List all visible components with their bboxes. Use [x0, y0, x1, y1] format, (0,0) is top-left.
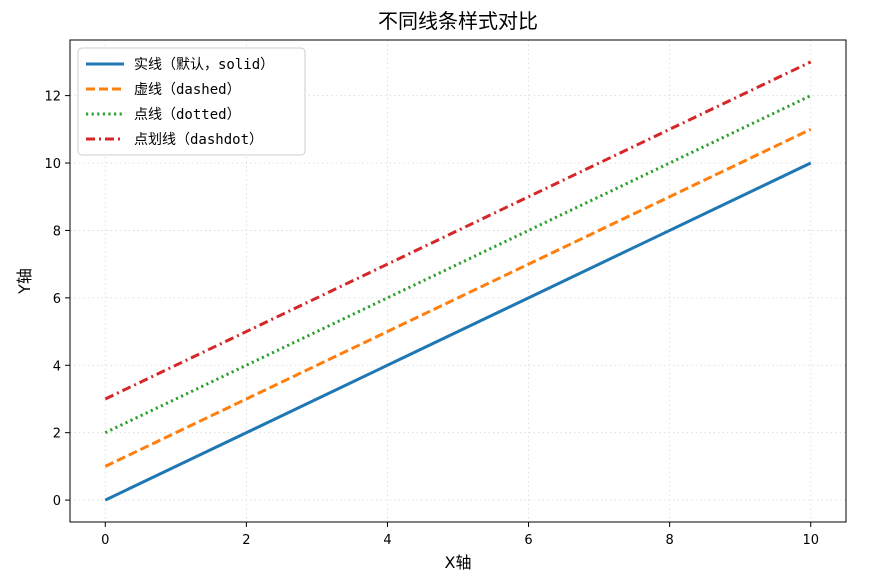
y-tick-label: 2 — [53, 427, 61, 442]
legend-label: 虚线（dashed） — [134, 82, 241, 98]
x-tick-label: 6 — [524, 533, 532, 548]
chart-title: 不同线条样式对比 — [378, 9, 538, 33]
series-line-dashdot — [104, 60, 812, 401]
series-line-dotted — [104, 94, 812, 435]
plot-frame — [69, 39, 847, 523]
legend-label: 点划线（dashdot） — [134, 132, 263, 148]
legend-box — [77, 47, 306, 156]
x-tick-label: 10 — [802, 533, 819, 548]
x-tick-label: 0 — [101, 533, 109, 548]
legend-label: 实线（默认，solid） — [134, 57, 274, 73]
y-axis-label: Y轴 — [15, 268, 34, 295]
y-tick-label: 12 — [44, 90, 61, 105]
y-tick-label: 6 — [53, 292, 61, 307]
series-line-dashed — [104, 127, 812, 468]
legend: 实线（默认，solid） 虚线（dashed） 点线（dotted） 点划线（dash… — [77, 47, 306, 156]
ticks: 0 2 4 6 8 10 0 2 4 6 8 10 12 — [44, 90, 819, 548]
y-tick-label: 0 — [53, 494, 61, 509]
x-axis-label: X轴 — [445, 553, 472, 572]
legend-label: 点线（dotted） — [134, 107, 241, 123]
series-line-solid — [104, 161, 812, 502]
x-tick-label: 4 — [383, 533, 391, 548]
y-tick-label: 4 — [53, 359, 61, 374]
y-tick-label: 8 — [53, 224, 61, 239]
x-tick-label: 8 — [665, 533, 673, 548]
x-tick-label: 2 — [242, 533, 250, 548]
series-lines — [104, 60, 812, 502]
y-tick-label: 10 — [44, 157, 61, 172]
